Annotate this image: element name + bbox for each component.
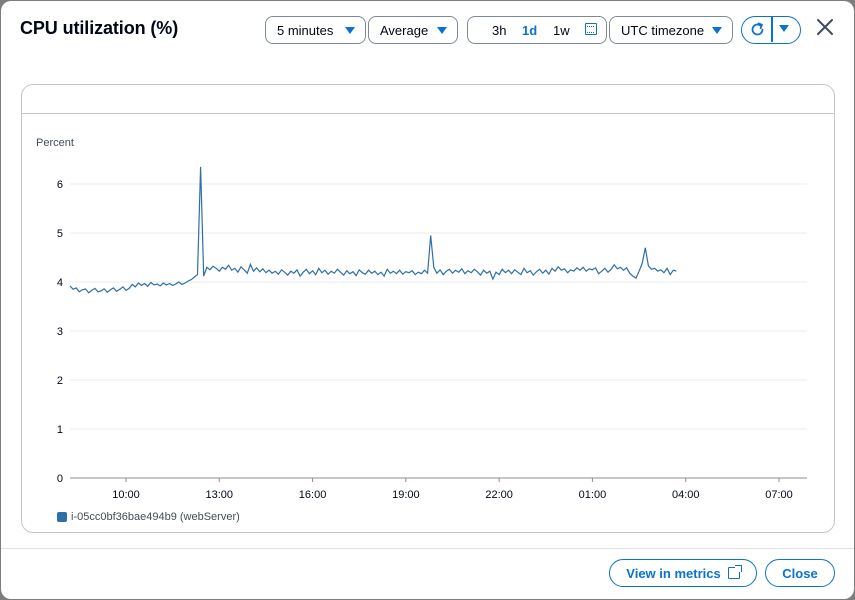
calendar-icon[interactable]: [585, 23, 597, 35]
caret-down-icon: [345, 27, 355, 34]
cpu-line-chart: Percent 0 1 2 3 4 5 6 10:00 13:00 16:00 19:00 22:0…: [36, 137, 807, 501]
statistic-value: Average: [380, 22, 429, 38]
chart-container: Percent 0 1 2 3 4 5 6 10:00 13:00 16:00 19:00 22:0…: [21, 84, 835, 533]
statistic-dropdown[interactable]: Average: [368, 16, 458, 44]
footer-divider: [1, 548, 854, 549]
timezone-value: UTC timezone: [621, 22, 705, 38]
x-tick-label: 13:00: [206, 489, 234, 501]
refresh-icon[interactable]: [749, 21, 766, 38]
y-axis-label: Percent: [36, 137, 74, 149]
y-tick-label: 3: [57, 326, 63, 338]
time-range-selector: 3h 1d 1w: [467, 16, 607, 44]
y-tick-label: 1: [57, 424, 63, 436]
x-tick-label: 19:00: [392, 489, 420, 501]
close-button[interactable]: Close: [765, 559, 835, 587]
range-1d[interactable]: 1d: [522, 23, 538, 38]
external-link-icon: [727, 565, 742, 579]
chart-legend[interactable]: i-05cc0bf36bae494b9 (webServer): [57, 511, 240, 523]
view-in-metrics-label: View in metrics: [626, 565, 721, 581]
legend-label: i-05cc0bf36bae494b9 (webServer): [71, 511, 240, 523]
x-tick-labels: 10:00 13:00 16:00 19:00 22:00 01:00 04:00 07:00: [112, 478, 793, 501]
y-tick-labels: 0 1 2 3 4 5 6: [57, 179, 63, 485]
refresh-options-caret-icon[interactable]: [779, 25, 789, 32]
series-line: [69, 166, 677, 294]
y-tick-label: 6: [57, 179, 63, 191]
dialog-title: CPU utilization (%): [20, 18, 179, 38]
range-1w[interactable]: 1w: [553, 23, 570, 38]
caret-down-icon: [437, 27, 447, 34]
x-tick-label: 01:00: [579, 489, 607, 501]
x-tick-label: 10:00: [112, 489, 140, 501]
period-value: 5 minutes: [277, 22, 334, 38]
x-tick-label: 07:00: [765, 489, 793, 501]
chart-grid: [70, 183, 807, 479]
close-icon[interactable]: [815, 17, 835, 37]
x-tick-label: 22:00: [485, 489, 513, 501]
view-in-metrics-button[interactable]: View in metrics: [609, 559, 757, 587]
close-label: Close: [782, 565, 818, 581]
y-tick-label: 5: [57, 228, 63, 240]
y-tick-label: 2: [57, 375, 63, 387]
legend-swatch: [57, 512, 67, 522]
x-tick-label: 04:00: [672, 489, 700, 501]
period-dropdown[interactable]: 5 minutes: [265, 16, 366, 44]
button-divider: [771, 17, 773, 42]
refresh-button-group: [741, 16, 801, 44]
caret-down-icon: [712, 27, 722, 34]
range-3h[interactable]: 3h: [492, 23, 507, 38]
chart-header-divider: [22, 113, 834, 114]
timezone-dropdown[interactable]: UTC timezone: [609, 16, 733, 44]
y-tick-label: 4: [57, 277, 63, 289]
x-tick-label: 16:00: [299, 489, 327, 501]
y-tick-label: 0: [57, 473, 63, 485]
